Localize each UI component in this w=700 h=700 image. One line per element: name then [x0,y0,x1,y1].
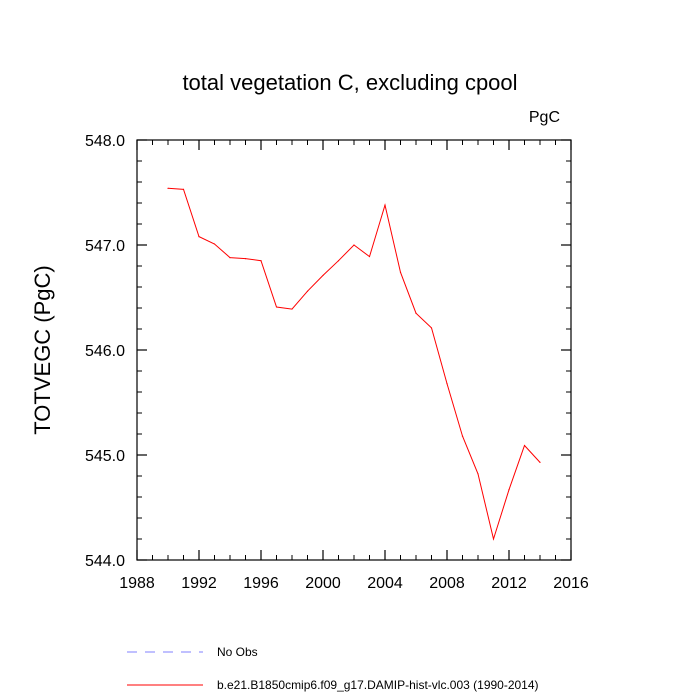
data-point [260,260,262,262]
y-axis-label: TOTVEGC (PgC) [30,265,55,435]
y-tick-label: 545.0 [85,448,125,465]
axes: 1988 1992 1996 2000 2004 2008 2012 2016 544.0 545… [85,133,589,592]
data-point [182,188,185,190]
x-tick-label: 2012 [491,575,527,592]
x-tick-label: 2016 [553,575,589,592]
data-point [446,383,448,385]
data-point [399,271,402,273]
data-point [539,461,541,463]
data-point [415,312,417,314]
x-tick-label: 2000 [305,575,341,592]
y-tick-label: 546.0 [85,343,125,360]
y-tick-label: 544.0 [85,553,125,570]
plot-frame [136,139,572,561]
data-point [244,258,247,260]
series-line [167,187,541,541]
legend-label: No Obs [217,645,258,659]
data-point [337,260,340,262]
data-point [430,327,433,329]
data-point [508,489,510,491]
data-point [198,236,200,238]
y-tick-label: 547.0 [85,238,125,255]
data-point [229,257,231,259]
data-point [275,306,278,308]
chart-title: total vegetation C, excluding cpool [182,70,517,95]
data-point [461,435,464,437]
legend-label: b.e21.B1850cmip6.f09_g17.DAMIP-hist-vlc.… [217,678,539,692]
x-tick-label: 2004 [367,575,403,592]
data-point [384,204,386,206]
data-point [322,274,324,277]
x-tick-label: 1992 [181,575,217,592]
data-point [167,187,169,189]
x-tick-label: 2008 [429,575,465,592]
data-point [477,473,479,475]
data-point [213,243,216,245]
units-label: PgC [529,109,560,126]
data-point [523,444,526,447]
data-point [353,244,355,246]
data-point [368,255,371,258]
data-point [492,538,495,540]
series-group [167,187,541,541]
y-tick-label: 548.0 [85,133,125,150]
data-point [291,308,293,310]
x-tick-label: 1996 [243,575,279,592]
legend: No Obs b.e21.B1850cmip6.f09_g17.DAMIP-his… [127,645,539,692]
x-tick-label: 1988 [119,575,155,592]
data-point [306,290,309,292]
